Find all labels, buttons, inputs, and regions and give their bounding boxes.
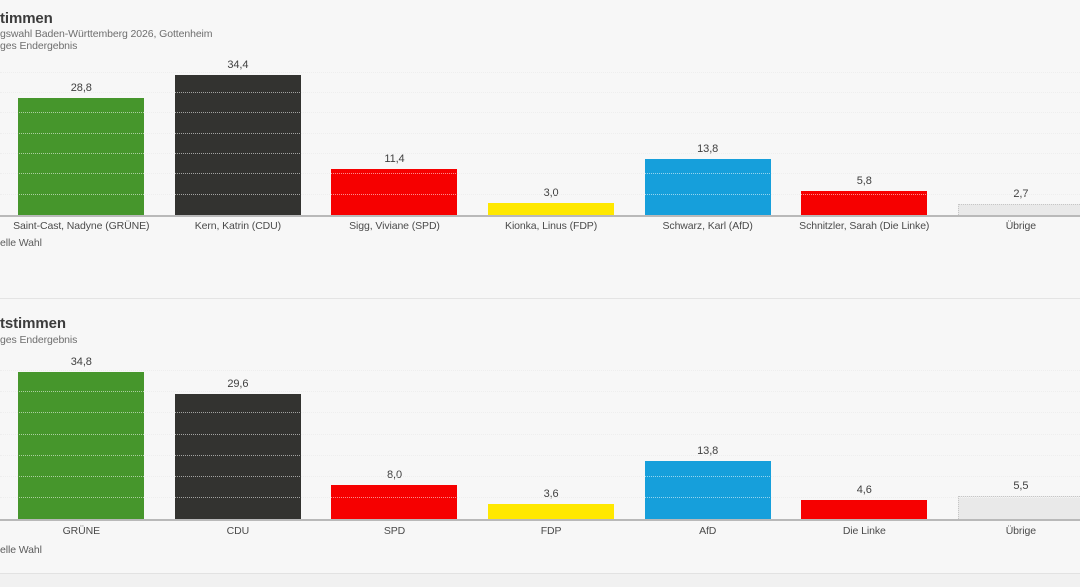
- bar-column-gruene: 28,8: [3, 58, 160, 215]
- value-label-cdu: 34,4: [227, 59, 249, 71]
- category-label-gruene: Saint-Cast, Nadyne (GRÜNE): [13, 220, 150, 232]
- value-label-gruene: 28,8: [70, 82, 92, 94]
- category-label-fdp: FDP: [540, 525, 562, 537]
- first-votes-category-axis: Saint-Cast, Nadyne (GRÜNE) Kern, Katrin (…: [3, 220, 1080, 232]
- bar-spd: [331, 485, 458, 519]
- gridline: [0, 475, 1080, 477]
- gridline: [0, 152, 1080, 154]
- value-label-fdp: 3,0: [543, 187, 559, 199]
- bar-uebrige: [957, 204, 1080, 215]
- category-label-die-linke: Schnitzler, Sarah (Die Linke): [799, 220, 930, 232]
- bar-column-die-linke: 4,6: [786, 352, 943, 519]
- gridline: [0, 91, 1080, 93]
- first-votes-chart-subtitle-line2: ges Endergebnis: [0, 40, 78, 52]
- bars-container: 28,8 34,4 11,4 3,0 13,8 5,8 2,7: [3, 58, 1080, 215]
- value-label-die-linke: 4,6: [856, 484, 872, 496]
- category-label-cdu: Kern, Katrin (CDU): [194, 220, 282, 232]
- gridline: [0, 412, 1080, 414]
- bar-spd: [331, 169, 458, 215]
- section-divider: [0, 298, 1080, 299]
- value-label-uebrige: 5,5: [1013, 480, 1029, 492]
- bar-afd: [644, 159, 771, 215]
- category-label-die-linke: Die Linke: [842, 525, 886, 537]
- bar-fdp: [488, 504, 615, 519]
- second-votes-category-axis: GRÜNE CDU SPD FDP AfD Die Linke Übrige: [3, 525, 1080, 537]
- gridline: [0, 112, 1080, 114]
- bar-gruene: [18, 372, 145, 519]
- bar-column-fdp: 3,0: [473, 58, 630, 215]
- first-votes-chart-subtitle-line1: gswahl Baden-Württemberg 2026, Gottenhei…: [0, 28, 213, 40]
- category-label-fdp: Kionka, Linus (FDP): [505, 220, 598, 232]
- category-label-spd: Sigg, Viviane (SPD): [349, 220, 440, 232]
- bar-column-die-linke: 5,8: [786, 58, 943, 215]
- bar-column-uebrige: 2,7: [943, 58, 1080, 215]
- category-label-spd: SPD: [383, 525, 406, 537]
- bar-column-cdu: 29,6: [160, 352, 317, 519]
- bar-cdu: [174, 75, 301, 215]
- value-label-cdu: 29,6: [227, 378, 249, 390]
- bars-container: 34,8 29,6 8,0 3,6 13,8 4,6 5,5: [3, 352, 1080, 519]
- bottom-section-band: [0, 573, 1080, 587]
- first-votes-footnote: elle Wahl: [0, 237, 42, 249]
- bar-column-afd: 13,8: [629, 58, 786, 215]
- category-label-afd: AfD: [699, 525, 717, 537]
- bar-column-gruene: 34,8: [3, 352, 160, 519]
- gridline: [0, 173, 1080, 175]
- gridline: [0, 496, 1080, 498]
- value-label-gruene: 34,8: [70, 356, 92, 368]
- gridline: [0, 391, 1080, 393]
- bar-column-cdu: 34,4: [160, 58, 317, 215]
- second-votes-chart-subtitle-line1: ges Endergebnis: [0, 334, 78, 346]
- value-label-fdp: 3,6: [543, 488, 559, 500]
- value-label-afd: 13,8: [697, 445, 719, 457]
- value-label-afd: 13,8: [697, 143, 719, 155]
- category-label-uebrige: Übrige: [1005, 220, 1037, 232]
- category-label-uebrige: Übrige: [1005, 525, 1037, 537]
- first-votes-chart-title: timmen: [0, 10, 53, 27]
- gridline: [0, 71, 1080, 73]
- value-label-die-linke: 5,8: [856, 175, 872, 187]
- second-votes-plot-area: 34,8 29,6 8,0 3,6 13,8 4,6 5,5: [0, 352, 1080, 521]
- bar-column-spd: 11,4: [316, 58, 473, 215]
- second-votes-footnote: elle Wahl: [0, 544, 42, 556]
- bar-afd: [644, 461, 771, 519]
- bar-column-uebrige: 5,5: [943, 352, 1080, 519]
- bar-cdu: [174, 394, 301, 519]
- category-label-gruene: GRÜNE: [62, 525, 101, 537]
- bar-column-afd: 13,8: [629, 352, 786, 519]
- second-votes-chart-title: tstimmen: [0, 315, 66, 332]
- bar-uebrige: [957, 496, 1080, 519]
- bar-die-linke: [801, 500, 928, 519]
- gridline: [0, 454, 1080, 456]
- gridline: [0, 433, 1080, 435]
- gridline: [0, 193, 1080, 195]
- gridline: [0, 370, 1080, 372]
- first-votes-plot-area: 28,8 34,4 11,4 3,0 13,8 5,8 2,7: [0, 58, 1080, 217]
- value-label-spd: 11,4: [384, 153, 405, 165]
- value-label-spd: 8,0: [386, 469, 402, 481]
- bar-fdp: [488, 203, 615, 215]
- bar-column-spd: 8,0: [316, 352, 473, 519]
- category-label-cdu: CDU: [226, 525, 250, 537]
- gridline: [0, 132, 1080, 134]
- bar-die-linke: [801, 191, 928, 215]
- category-label-afd: Schwarz, Karl (AfD): [662, 220, 753, 232]
- bar-column-fdp: 3,6: [473, 352, 630, 519]
- bar-gruene: [18, 98, 145, 215]
